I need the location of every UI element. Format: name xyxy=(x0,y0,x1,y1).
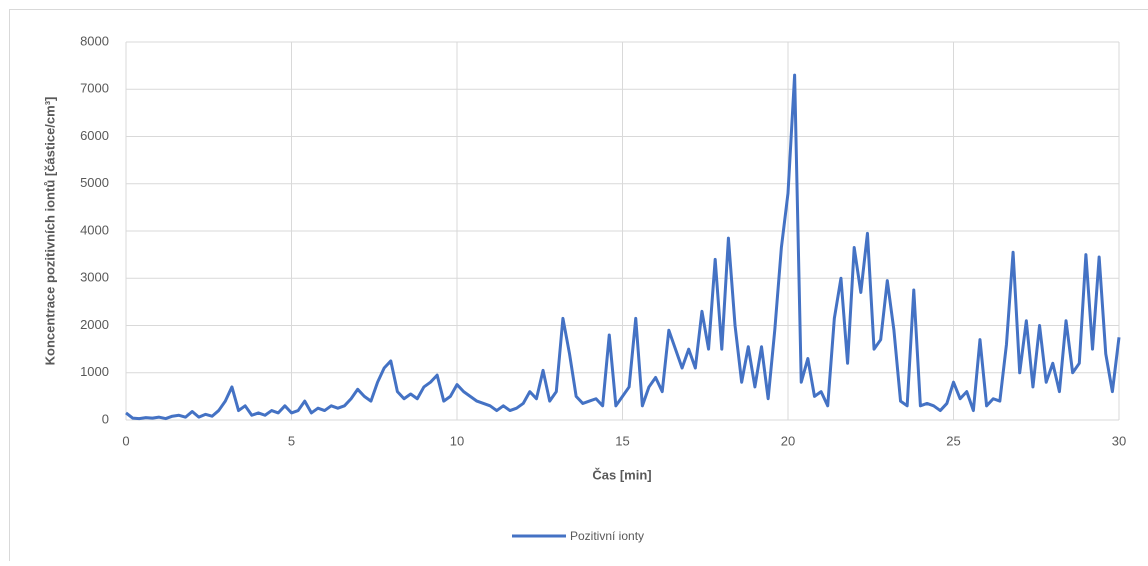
x-tick-label: 10 xyxy=(450,433,464,448)
x-tick-label: 5 xyxy=(288,433,295,448)
y-axis-label: Koncentrace pozitivních iontů [částice/c… xyxy=(42,97,57,366)
y-tick-label: 8000 xyxy=(80,33,109,48)
legend-label: Pozitivní ionty xyxy=(570,529,644,543)
y-tick-label: 5000 xyxy=(80,175,109,190)
y-tick-label: 6000 xyxy=(80,128,109,143)
x-tick-label: 20 xyxy=(781,433,795,448)
y-tick-label: 2000 xyxy=(80,317,109,332)
y-tick-label: 7000 xyxy=(80,81,109,96)
x-tick-label: 15 xyxy=(615,433,629,448)
y-tick-label: 4000 xyxy=(80,222,109,237)
y-tick-label: 3000 xyxy=(80,270,109,285)
x-tick-label: 25 xyxy=(946,433,960,448)
y-tick-label: 0 xyxy=(102,411,109,426)
x-tick-label: 30 xyxy=(1112,433,1126,448)
x-axis-label: Čas [min] xyxy=(592,467,651,482)
y-tick-label: 1000 xyxy=(80,364,109,379)
x-tick-label: 0 xyxy=(122,433,129,448)
chart-frame xyxy=(10,10,1148,562)
